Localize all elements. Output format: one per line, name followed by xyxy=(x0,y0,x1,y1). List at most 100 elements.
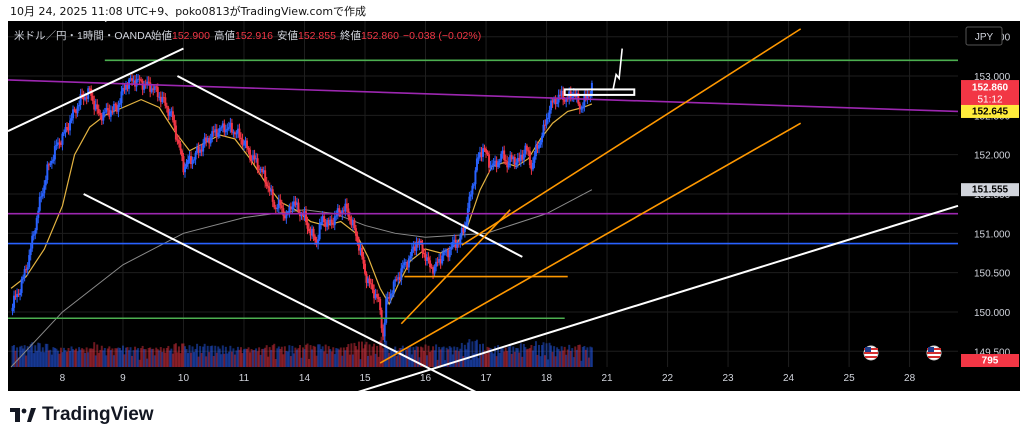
candle-body xyxy=(392,281,395,294)
volume-bar xyxy=(200,352,203,367)
candle-body xyxy=(223,123,226,133)
candle-body xyxy=(214,129,217,133)
candle-body xyxy=(323,216,326,223)
candle-body xyxy=(23,269,26,277)
volume-bar xyxy=(332,347,335,367)
candle-body xyxy=(317,239,320,244)
volume-bar xyxy=(468,339,471,367)
volume-bar xyxy=(394,346,397,367)
candle-body xyxy=(503,150,506,161)
volume-bar xyxy=(259,354,262,367)
volume-bar xyxy=(430,350,433,367)
volume-bar xyxy=(303,349,306,367)
candle-body xyxy=(73,109,76,111)
candle-body xyxy=(356,235,359,243)
volume-bar xyxy=(504,347,507,367)
volume-bar xyxy=(350,343,353,367)
volume-bar xyxy=(492,353,495,367)
candle-body xyxy=(75,110,78,114)
volume-bar xyxy=(99,349,102,367)
candle-body xyxy=(97,109,100,114)
currency-button[interactable]: JPY xyxy=(965,26,1003,46)
volume-bar xyxy=(351,354,354,367)
volume-bar xyxy=(370,355,373,367)
white-down-channel-bottom xyxy=(83,193,477,391)
x-tick-label: 23 xyxy=(723,373,735,384)
candle-body xyxy=(463,226,466,233)
candle-body xyxy=(238,128,241,138)
candle-body xyxy=(41,193,44,197)
candle-body xyxy=(469,194,472,197)
candle-body xyxy=(235,133,238,135)
volume-bar xyxy=(274,358,277,367)
volume-bar xyxy=(220,354,223,367)
candle-body xyxy=(367,278,370,283)
candle-body xyxy=(271,189,274,202)
candle-body xyxy=(354,228,357,236)
volume-bar xyxy=(179,353,182,367)
white-rising-support xyxy=(357,204,959,391)
candle-body xyxy=(246,140,249,149)
y-tick-label: 150.000 xyxy=(974,308,1011,319)
candle-body xyxy=(468,196,471,209)
candle-body xyxy=(485,148,488,153)
candle-body xyxy=(389,293,392,299)
volume-bar xyxy=(441,347,444,367)
volume-bar xyxy=(64,350,67,367)
us-flag-icon[interactable] xyxy=(926,345,942,361)
volume-bar xyxy=(389,349,392,367)
volume-bar xyxy=(336,348,339,367)
candle-body xyxy=(143,84,146,90)
candle-body xyxy=(211,131,214,138)
candle-body xyxy=(180,150,183,157)
volume-bar xyxy=(253,350,256,367)
high-label: 高値 xyxy=(214,29,235,42)
volume-bar xyxy=(90,348,93,367)
volume-bar xyxy=(120,350,123,367)
candle-body xyxy=(409,256,412,259)
candle-body xyxy=(285,212,288,219)
volume-bar xyxy=(551,351,554,367)
candle-body xyxy=(391,293,394,295)
candle-body xyxy=(29,248,32,256)
volume-bar xyxy=(185,349,188,367)
candle-body xyxy=(171,111,174,121)
candle-body xyxy=(362,256,365,264)
candle-body xyxy=(256,158,259,169)
volume-bar xyxy=(255,348,258,367)
candle-body xyxy=(202,144,205,152)
candle-body xyxy=(326,220,329,227)
brand[interactable]: TradingView xyxy=(10,404,154,426)
volume-bar xyxy=(469,359,472,367)
us-flag-icon[interactable] xyxy=(863,345,879,361)
candle-body xyxy=(327,220,330,225)
candle-body xyxy=(536,145,539,149)
x-tick-label: 16 xyxy=(420,373,432,384)
volume-bar xyxy=(135,349,138,367)
volume-bar xyxy=(536,354,539,367)
candle-body xyxy=(141,80,144,90)
candle-body xyxy=(344,203,347,212)
orange-channel-upper xyxy=(461,28,802,246)
y-tick-label: 151.000 xyxy=(974,229,1011,240)
candle-body xyxy=(521,154,524,160)
candle-body xyxy=(79,94,82,105)
candle-body xyxy=(430,267,433,269)
candle-body xyxy=(132,80,135,82)
volume-bar xyxy=(193,352,196,367)
volume-bar xyxy=(491,352,494,367)
volume-bar xyxy=(330,351,333,367)
volume-bar xyxy=(421,347,424,367)
volume-bar xyxy=(385,340,388,367)
price-chart[interactable]: 153.500153.000152.500152.000151.500151.0… xyxy=(8,21,1020,391)
candle-body xyxy=(152,88,155,90)
candle-body xyxy=(562,90,565,101)
candle-body xyxy=(357,242,360,251)
volume-bar xyxy=(76,351,79,367)
volume-bar xyxy=(177,346,180,367)
volume-bar xyxy=(109,350,112,367)
volume-bar xyxy=(44,343,47,367)
volume-bar xyxy=(456,347,459,367)
volume-bar xyxy=(338,349,341,367)
volume-bar xyxy=(486,346,489,367)
